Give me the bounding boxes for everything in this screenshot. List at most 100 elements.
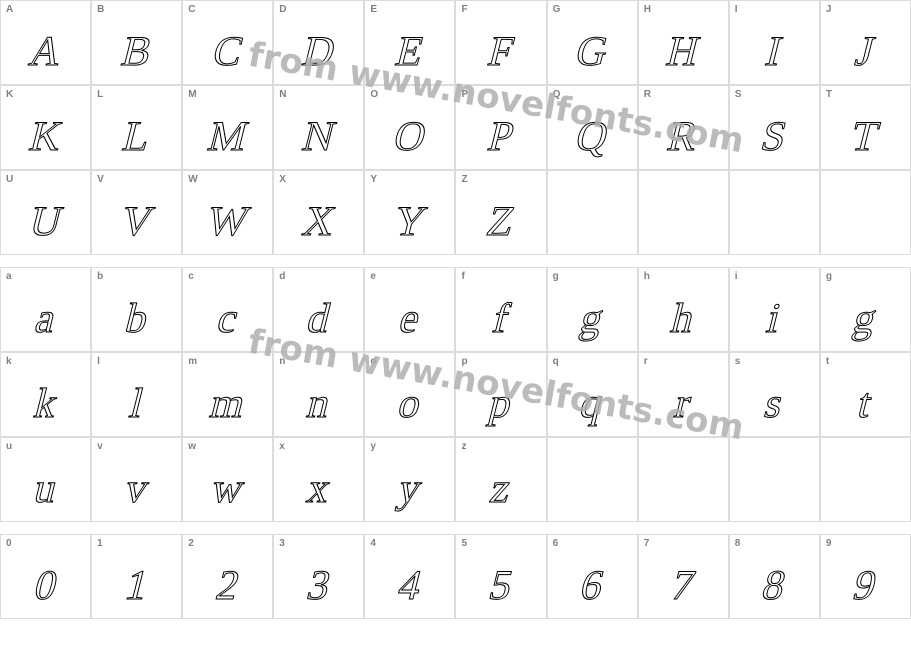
glyph-row: AABBCCDDEEFFGGHHIIJJ [0, 0, 911, 85]
glyph: V [115, 198, 157, 246]
glyph-label: p [461, 356, 467, 367]
glyph-cell: PP [455, 85, 546, 170]
glyph-cell [729, 437, 820, 522]
block-gap [0, 255, 911, 267]
glyph-cell: 11 [91, 534, 182, 619]
glyph-label: B [97, 4, 104, 15]
glyph-cell [729, 170, 820, 255]
glyph: l [125, 380, 149, 428]
glyph-cell [547, 170, 638, 255]
glyph: C [208, 28, 248, 76]
glyph-cell: cc [182, 267, 273, 352]
glyph: b [120, 295, 153, 343]
glyph-cell [638, 170, 729, 255]
glyph: o [393, 380, 426, 428]
glyph-cell [547, 437, 638, 522]
glyph-label: J [826, 4, 832, 15]
glyph-cell: uu [0, 437, 91, 522]
glyph-row: kkllmmnnooppqqrrsstt [0, 352, 911, 437]
glyph: N [298, 113, 340, 161]
glyph-label: 3 [279, 538, 285, 549]
glyph-label: H [644, 4, 651, 15]
glyph-label: N [279, 89, 286, 100]
glyph-label: 6 [553, 538, 559, 549]
glyph: 3 [302, 562, 335, 610]
glyph: g [849, 295, 882, 343]
glyph: H [662, 28, 704, 76]
glyph-cell: WW [182, 170, 273, 255]
glyph-cell: qq [547, 352, 638, 437]
glyph-label: l [97, 356, 100, 367]
glyph: W [202, 198, 254, 246]
glyph: X [298, 198, 340, 246]
glyph-label: Q [553, 89, 561, 100]
glyph-label: K [6, 89, 13, 100]
glyph-cell: nn [273, 352, 364, 437]
glyph: K [24, 113, 66, 161]
glyph-cell: aa [0, 267, 91, 352]
glyph-cell: YY [364, 170, 455, 255]
glyph: I [761, 28, 787, 76]
glyph-row: uuvvwwxxyyzz [0, 437, 911, 522]
glyph: t [854, 380, 878, 428]
glyph-label: D [279, 4, 286, 15]
glyph: Z [482, 198, 520, 246]
glyph: E [391, 28, 429, 76]
glyph-cell: mm [182, 352, 273, 437]
glyph-cell: LL [91, 85, 182, 170]
glyph-label: m [188, 356, 197, 367]
glyph-cell: tt [820, 352, 911, 437]
glyph-cell: ll [91, 352, 182, 437]
glyph-cell: xx [273, 437, 364, 522]
glyph: r [670, 380, 696, 428]
glyph-label: n [279, 356, 285, 367]
glyph-label: x [279, 441, 285, 452]
glyph: Y [389, 198, 431, 246]
glyph: 8 [758, 562, 791, 610]
glyph-label: F [461, 4, 467, 15]
glyph: S [757, 113, 792, 161]
glyph-cell: gg [547, 267, 638, 352]
glyph-cell: 77 [638, 534, 729, 619]
glyph-label: g [553, 271, 559, 282]
glyph: J [851, 28, 879, 76]
glyph-label: b [97, 271, 103, 282]
glyph-cell: EE [364, 0, 455, 85]
glyph-label: o [370, 356, 376, 367]
glyph-cell: gg [820, 267, 911, 352]
glyph-label: 5 [461, 538, 467, 549]
glyph-cell: yy [364, 437, 455, 522]
glyph-label: u [6, 441, 12, 452]
glyph-row: aabbccddeeffgghhiigg [0, 267, 911, 352]
glyph-label: e [370, 271, 376, 282]
glyph-label: 8 [735, 538, 741, 549]
glyph: A [24, 28, 66, 76]
glyph: 1 [120, 562, 153, 610]
glyph-cell: UU [0, 170, 91, 255]
glyph-label: w [188, 441, 196, 452]
glyph: F [483, 28, 518, 76]
glyph-label: r [644, 356, 648, 367]
glyph-cell: 55 [455, 534, 546, 619]
glyph-label: h [644, 271, 650, 282]
glyph-cell: pp [455, 352, 546, 437]
glyph-cell [820, 170, 911, 255]
glyph: s [760, 380, 788, 428]
glyph-cell: JJ [820, 0, 911, 85]
glyph-cell: BB [91, 0, 182, 85]
glyph-label: c [188, 271, 194, 282]
glyph-cell: ff [455, 267, 546, 352]
glyph-label: t [826, 356, 829, 367]
glyph-label: 7 [644, 538, 650, 549]
glyph-cell: OO [364, 85, 455, 170]
glyph: z [486, 465, 517, 513]
glyph-label: q [553, 356, 559, 367]
glyph-cell: KK [0, 85, 91, 170]
glyph-cell: 44 [364, 534, 455, 619]
glyph: 9 [849, 562, 882, 610]
block-gap [0, 522, 911, 534]
glyph: 0 [29, 562, 62, 610]
glyph: p [485, 380, 518, 428]
glyph-cell: vv [91, 437, 182, 522]
glyph-cell: SS [729, 85, 820, 170]
